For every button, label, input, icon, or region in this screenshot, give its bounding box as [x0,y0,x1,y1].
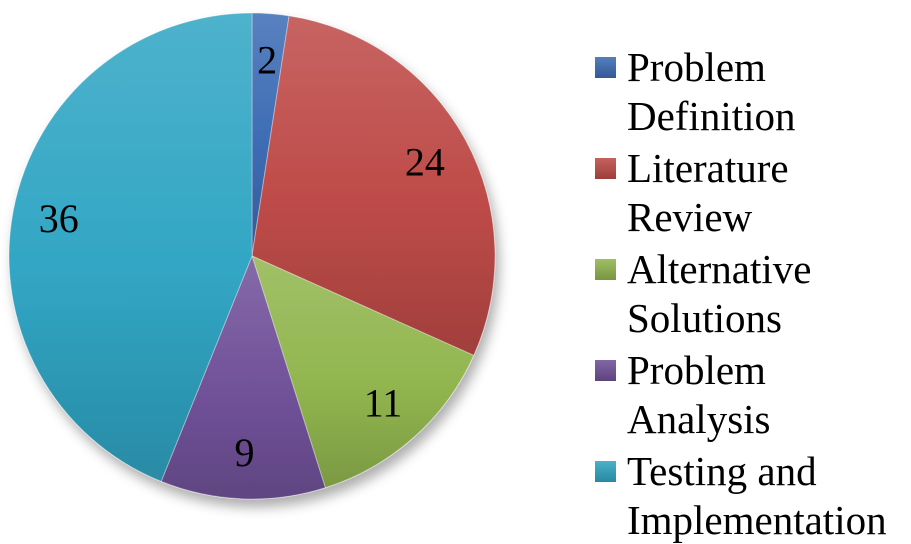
legend-item-literature-review: Literature Review [595,144,905,242]
data-label-alternative-solutions: 11 [364,380,403,425]
chart-legend: Problem Definition Literature Review Alter… [595,43,905,544]
legend-label: Testing and Implementation [627,448,887,543]
pie-chart: 2 24 11 9 36 [8,12,496,500]
data-label-problem-definition: 2 [257,37,277,82]
legend-color-swatch-icon [595,360,616,381]
legend-item-problem-definition: Problem Definition [595,43,905,141]
legend-item-testing-and-implementation: Testing and Implementation [595,447,905,544]
legend-label: Alternative Solutions [627,246,812,341]
legend-item-problem-analysis: Problem Analysis [595,346,905,444]
pie-slices-group [8,12,496,500]
legend-label: Problem Analysis [627,347,771,442]
legend-color-swatch-icon [595,259,616,280]
pie-slice-problem-analysis [160,254,326,500]
legend-color-swatch-icon [595,158,616,179]
legend-color-swatch-icon [595,461,616,482]
legend-label: Problem Definition [627,44,796,139]
data-label-problem-analysis: 9 [234,430,254,475]
legend-color-swatch-icon [595,57,616,78]
data-label-literature-review: 24 [405,139,445,184]
legend-item-alternative-solutions: Alternative Solutions [595,245,905,343]
legend-label: Literature Review [627,145,789,240]
pie-slice-testing-and-implementation [8,12,253,483]
data-label-testing-and-implementation: 36 [39,196,79,241]
pie-slice-literature-review [251,15,496,357]
